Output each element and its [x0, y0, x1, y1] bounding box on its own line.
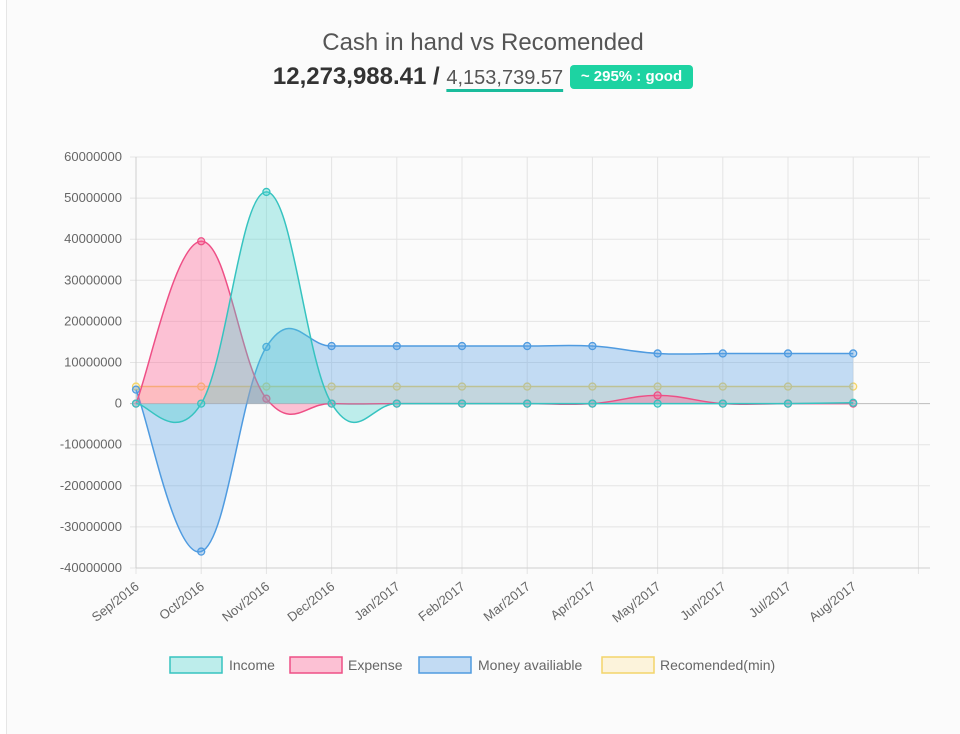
series-income — [131, 187, 858, 424]
recommended-value[interactable]: 4,153,739.57 — [446, 67, 564, 89]
data-point[interactable] — [197, 382, 206, 391]
y-tick-label: 10000000 — [64, 355, 122, 370]
data-point[interactable] — [718, 399, 727, 408]
data-point[interactable] — [197, 237, 206, 246]
legend-item[interactable]: Money availiable — [418, 656, 582, 674]
legend-swatch — [289, 656, 343, 674]
data-point[interactable] — [197, 399, 206, 408]
data-point[interactable] — [653, 349, 662, 358]
chart-panel — [6, 0, 960, 734]
data-point[interactable] — [718, 349, 727, 358]
summary-line: 12,273,988.41 / 4,153,739.57 ~ 295% : go… — [0, 60, 960, 95]
data-point[interactable] — [392, 382, 401, 391]
data-point[interactable] — [392, 399, 401, 408]
x-tick-label: Sep/2016 — [89, 579, 142, 625]
series-line — [135, 327, 854, 553]
x-tick-label: Jan/2017 — [351, 579, 402, 624]
data-point[interactable] — [457, 341, 467, 351]
series-area — [136, 191, 854, 423]
data-point[interactable] — [653, 382, 662, 391]
data-point[interactable] — [718, 382, 727, 391]
x-tick-label: May/2017 — [609, 579, 663, 626]
data-point[interactable] — [457, 399, 467, 408]
data-point[interactable] — [262, 394, 271, 403]
series-area — [136, 328, 854, 552]
data-point[interactable] — [849, 398, 858, 407]
legend: Income Expense Money availiable Recomended(… — [169, 656, 775, 674]
data-point[interactable] — [262, 342, 271, 352]
data-point[interactable] — [457, 382, 467, 391]
legend-item[interactable]: Expense — [289, 656, 403, 674]
chart-title: Cash in hand vs Recomended — [322, 29, 644, 56]
legend-item[interactable]: Recomended(min) — [601, 656, 775, 674]
data-point[interactable] — [849, 382, 858, 391]
data-point[interactable] — [131, 385, 141, 394]
x-tick-label: Dec/2016 — [284, 579, 337, 625]
data-point[interactable] — [523, 382, 532, 391]
x-tick-labels: Sep/2016 Oct/2016 Nov/2016 Dec/2016 Jan/2017… — [89, 579, 859, 626]
series-money-availiable — [131, 327, 858, 556]
legend-label: Income — [229, 657, 275, 673]
y-tick-labels: 60000000 50000000 40000000 30000000 20000000… — [60, 149, 122, 575]
data-point[interactable] — [327, 382, 336, 391]
x-tick-label: Feb/2017 — [415, 579, 468, 625]
data-point[interactable] — [523, 399, 532, 408]
y-tick-label: -30000000 — [60, 519, 122, 534]
y-tick-label: -20000000 — [60, 478, 122, 493]
y-tick-label: -10000000 — [60, 437, 122, 452]
data-point[interactable] — [783, 382, 793, 391]
legend-swatch — [418, 656, 472, 674]
x-tick-label: Aug/2017 — [806, 579, 859, 625]
x-tick-label: Jun/2017 — [677, 579, 728, 624]
x-tick-label: Apr/2017 — [547, 579, 598, 623]
series-line — [135, 191, 854, 424]
y-tick-label: 30000000 — [64, 272, 122, 287]
data-point[interactable] — [262, 187, 271, 197]
data-point[interactable] — [327, 341, 336, 351]
y-tick-label: 0 — [115, 396, 122, 411]
legend-swatch — [601, 656, 655, 674]
data-point[interactable] — [849, 349, 858, 358]
x-tick-label: Mar/2017 — [481, 579, 534, 625]
legend-label: Recomended(min) — [660, 657, 775, 673]
y-tick-label: 50000000 — [64, 190, 122, 205]
data-point[interactable] — [327, 399, 336, 408]
data-point[interactable] — [653, 399, 662, 408]
data-point[interactable] — [653, 391, 662, 400]
y-tick-label: 40000000 — [64, 231, 122, 246]
data-point[interactable] — [588, 382, 597, 391]
x-tick-label: Oct/2016 — [156, 579, 207, 623]
series-area — [136, 241, 854, 415]
y-tick-label: 60000000 — [64, 149, 122, 164]
data-point[interactable] — [523, 341, 532, 351]
data-point[interactable] — [783, 399, 793, 408]
data-point[interactable] — [262, 382, 271, 391]
status-badge: ~ 295% : good — [569, 65, 694, 89]
legend-swatch — [169, 656, 223, 674]
data-point[interactable] — [588, 399, 597, 408]
x-tick-label: Jul/2017 — [746, 579, 794, 621]
legend-item[interactable]: Income — [169, 656, 275, 674]
data-point[interactable] — [197, 547, 206, 556]
y-tick-label: 20000000 — [64, 313, 122, 328]
data-point[interactable] — [392, 341, 401, 351]
cash-in-hand-value: 12,273,988.41 — [272, 63, 427, 90]
data-point[interactable] — [783, 349, 793, 358]
data-point[interactable] — [588, 341, 597, 351]
chart-header: Cash in hand vs Recomended 12,273,988.41… — [0, 28, 960, 95]
separator: / — [433, 63, 440, 90]
y-tick-label: -40000000 — [60, 560, 122, 575]
legend-label: Money availiable — [478, 657, 582, 673]
series-area — [136, 386, 854, 404]
x-tick-label: Nov/2016 — [219, 579, 272, 625]
legend-label: Expense — [348, 657, 403, 673]
data-point[interactable] — [131, 399, 141, 408]
